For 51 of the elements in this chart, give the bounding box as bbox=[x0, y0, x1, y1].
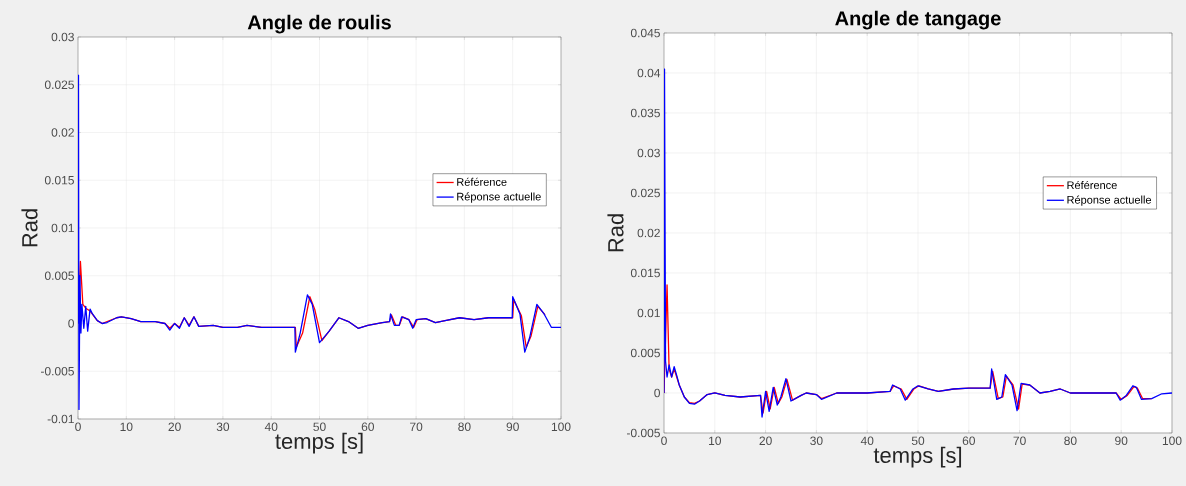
x-tick-label: 60 bbox=[361, 422, 375, 432]
y-tick-label: 0.025 bbox=[630, 188, 660, 198]
y-tick-label: 0 bbox=[654, 388, 661, 398]
x-tick-label: 20 bbox=[168, 422, 181, 432]
x-tick-label: 60 bbox=[962, 436, 976, 446]
y-tick-label: 0.03 bbox=[637, 148, 660, 158]
x-tick-label: 50 bbox=[313, 422, 326, 432]
y-tick-label: 0.04 bbox=[637, 68, 661, 78]
x-tick-label: 70 bbox=[410, 422, 423, 432]
x-tick-label: 90 bbox=[506, 422, 519, 432]
y-tick-label: 0 bbox=[68, 319, 75, 328]
y-tick-label: 0.015 bbox=[44, 176, 74, 185]
x-tick-label: 10 bbox=[120, 422, 133, 432]
x-tick-label: 100 bbox=[1162, 436, 1182, 446]
legend-label: Réponse actuelle bbox=[1067, 195, 1152, 206]
legend-label: Référence bbox=[1067, 180, 1117, 190]
y-axis-title: Rad bbox=[21, 209, 38, 247]
chart-title: Angle de roulis bbox=[247, 14, 391, 34]
y-tick-label: 0.01 bbox=[51, 223, 74, 233]
y-tick-label: 0.005 bbox=[44, 271, 74, 280]
legend-label: Réponse actuelle bbox=[457, 192, 541, 203]
y-tick-label: -0.01 bbox=[47, 414, 74, 424]
x-axis-title: temps [s] bbox=[275, 432, 363, 454]
y-tick-label: -0.005 bbox=[626, 428, 660, 438]
x-tick-label: 90 bbox=[1115, 436, 1128, 446]
x-tick-label: 30 bbox=[216, 422, 230, 432]
chart-title: Angle de tangage bbox=[835, 10, 1001, 30]
x-tick-label: 30 bbox=[810, 436, 823, 446]
x-tick-label: 80 bbox=[458, 422, 471, 432]
y-tick-label: 0.035 bbox=[630, 108, 660, 118]
y-tick-label: 0.02 bbox=[637, 228, 660, 238]
y-tick-label: 0.01 bbox=[637, 308, 660, 318]
y-tick-label: 0.03 bbox=[51, 32, 74, 42]
x-tick-label: 100 bbox=[551, 422, 571, 432]
y-tick-label: 0.025 bbox=[44, 80, 74, 89]
x-tick-label: 40 bbox=[860, 436, 874, 446]
x-axis-title: temps [s] bbox=[873, 446, 962, 468]
x-tick-label: 80 bbox=[1064, 436, 1077, 446]
x-tick-label: 40 bbox=[264, 422, 278, 432]
y-tick-label: 0.015 bbox=[630, 268, 660, 278]
x-tick-label: 20 bbox=[759, 436, 772, 446]
x-tick-label: 10 bbox=[709, 436, 722, 446]
x-tick-label: 50 bbox=[911, 436, 925, 446]
y-tick-label: 0.045 bbox=[630, 28, 660, 38]
y-tick-label: -0.005 bbox=[40, 366, 74, 376]
legend-label: Référence bbox=[457, 177, 507, 186]
x-tick-label: 0 bbox=[75, 422, 81, 432]
y-tick-label: 0.005 bbox=[630, 348, 660, 358]
x-tick-label: 70 bbox=[1013, 436, 1026, 446]
y-tick-label: 0.02 bbox=[51, 128, 74, 137]
y-axis-title: Rad bbox=[607, 214, 624, 252]
